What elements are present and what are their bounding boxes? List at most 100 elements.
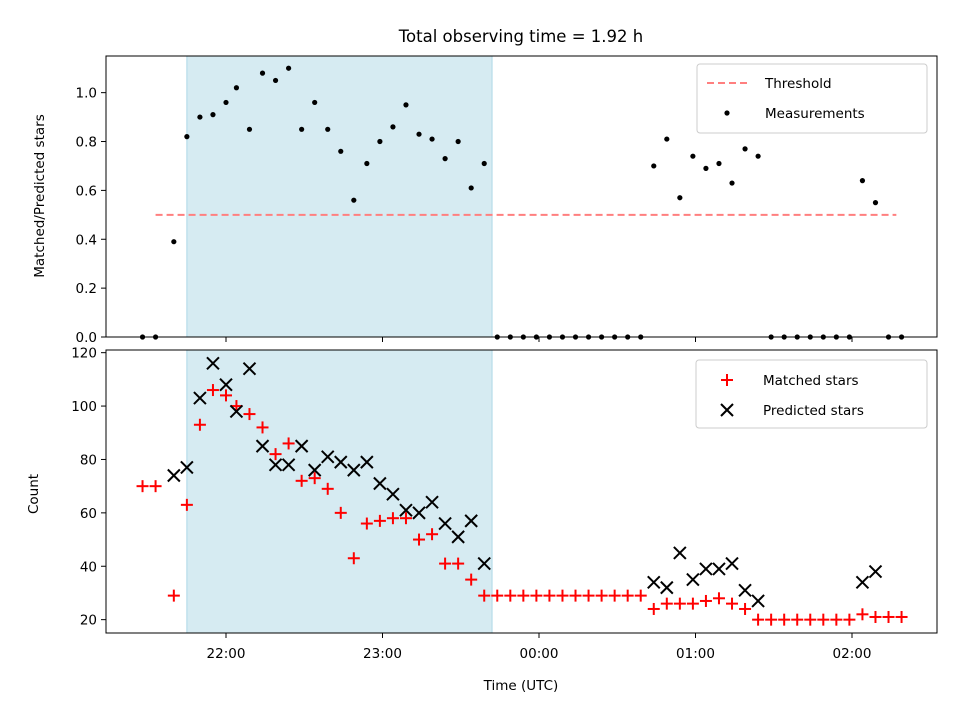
measurement-point	[299, 126, 305, 132]
matched-star-point	[556, 589, 569, 602]
matched-star-point	[595, 589, 608, 602]
matched-star-point	[843, 613, 856, 626]
matched-star-point	[136, 480, 149, 493]
predicted-star-point	[673, 546, 687, 560]
matched-star-point	[647, 602, 660, 615]
measurement-point	[455, 138, 461, 145]
measurement-point	[325, 126, 331, 132]
matched-star-point	[621, 589, 634, 602]
predicted-star-point	[451, 530, 465, 544]
top-legend: Threshold Measurements	[696, 63, 928, 134]
matched-star-point	[634, 589, 647, 602]
predicted-star-point	[425, 495, 439, 509]
count-points	[136, 356, 908, 626]
matched-star-point	[726, 597, 739, 610]
predicted-star-point	[206, 356, 220, 371]
bottom-legend: Matched stars Predicted stars	[695, 359, 928, 429]
predicted-star-point	[751, 594, 765, 608]
matched-star-point	[830, 613, 843, 626]
matched-star-point	[517, 589, 530, 602]
matched-star-point	[869, 610, 882, 623]
bottom-y-ticks: 20 40 60 80 100 120	[71, 346, 106, 629]
measurement-point	[223, 99, 229, 106]
measurement-point	[416, 131, 422, 137]
top-x-ticks	[225, 337, 853, 342]
legend-matched-label: Matched stars	[763, 373, 859, 389]
y-tick-label: 80	[80, 452, 97, 468]
predicted-star-point	[868, 564, 883, 579]
predicted-star-point	[412, 506, 426, 520]
measurement-point	[703, 165, 709, 171]
measurement-point	[272, 77, 279, 84]
matched-star-point	[882, 610, 895, 623]
predicted-star-point	[193, 391, 207, 405]
observing-window-shade-top	[186, 55, 493, 338]
matched-star-point	[739, 602, 752, 615]
predicted-star-point	[219, 378, 233, 392]
x-tick-label: 22:00	[207, 646, 246, 662]
predicted-star-point	[686, 572, 700, 587]
predicted-star-point	[477, 556, 491, 571]
measurement-point	[184, 134, 190, 140]
y-tick-label: 120	[71, 346, 97, 362]
matched-star-point	[334, 506, 347, 519]
y-tick-label: 0.6	[76, 183, 97, 199]
measurement-point	[872, 200, 879, 206]
matched-star-point	[220, 389, 232, 402]
predicted-star-point	[438, 516, 452, 531]
measurement-point	[233, 85, 240, 91]
top-plot-frame	[105, 55, 938, 338]
chart-title: Total observing time = 1.92 h	[398, 27, 643, 46]
matched-star-point	[243, 408, 256, 421]
y-tick-label: 0.8	[76, 135, 97, 151]
top-legend-box	[696, 63, 928, 134]
matched-star-point	[206, 384, 219, 397]
predicted-star-point	[347, 463, 361, 477]
matched-star-point	[308, 472, 321, 485]
measurement-point	[312, 99, 318, 106]
matched-star-point	[856, 608, 869, 621]
x-axis-label: Time (UTC)	[483, 678, 559, 694]
matched-star-point	[530, 589, 543, 602]
predicted-star-point	[242, 361, 257, 376]
bottom-x-ticks: 22:00 23:00 00:00 01:00 02:00	[207, 633, 871, 662]
matched-star-point	[149, 480, 162, 493]
legend-measurements-swatch	[724, 110, 730, 116]
bottom-plot-frame	[105, 349, 938, 634]
predicted-star-point	[647, 575, 661, 589]
predicted-star-point	[180, 460, 194, 475]
predicted-star-point	[334, 455, 348, 469]
matched-star-point	[817, 613, 830, 626]
predicted-star-point	[399, 503, 413, 517]
matched-star-point	[569, 589, 582, 602]
measurement-point	[338, 148, 344, 154]
matched-star-point	[295, 474, 308, 487]
predicted-star-point	[738, 583, 752, 597]
x-tick-label: 23:00	[363, 646, 402, 662]
matched-star-point	[426, 528, 439, 541]
measurement-point	[442, 156, 448, 162]
y-tick-label: 20	[80, 613, 97, 629]
predicted-star-point	[855, 575, 870, 589]
predicted-star-point	[386, 487, 400, 501]
measurement-point	[403, 102, 409, 108]
observing-window-shade-bottom	[186, 349, 493, 634]
predicted-star-point	[294, 439, 309, 453]
predicted-star-point	[307, 463, 322, 477]
measurement-point	[651, 163, 657, 169]
x-tick-label: 00:00	[520, 646, 559, 662]
y-tick-label: 1.0	[76, 86, 97, 102]
matched-star-point	[673, 597, 686, 610]
matched-star-point	[543, 589, 556, 602]
predicted-star-point	[281, 458, 296, 472]
legend-predicted-swatch	[720, 403, 734, 417]
matched-star-point	[347, 552, 360, 565]
matched-star-point	[491, 589, 504, 602]
measurement-point	[755, 153, 761, 159]
measurement-point	[742, 146, 748, 152]
y-tick-label: 0.4	[76, 232, 97, 248]
matched-star-point	[193, 418, 206, 431]
legend-matched-swatch	[721, 374, 733, 386]
measurement-point	[664, 136, 670, 142]
